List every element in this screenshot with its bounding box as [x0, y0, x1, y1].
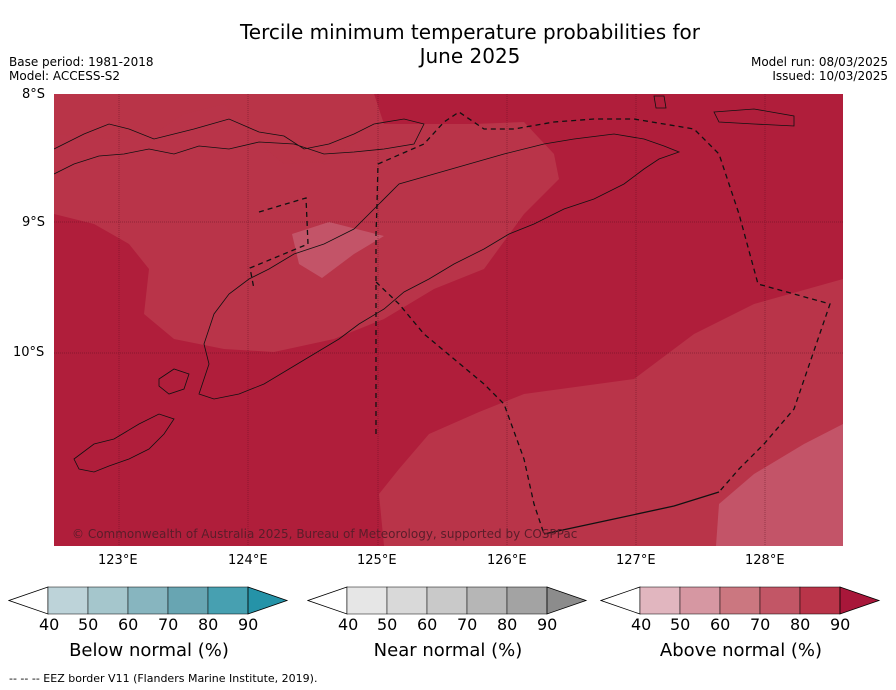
eez-footnote: -- -- -- EEZ border V11 (Flanders Marine… — [9, 672, 318, 685]
cb-near-tick-90: 90 — [537, 615, 558, 634]
cb-below-segment-4 — [167, 586, 209, 615]
coastline-rote — [158, 368, 190, 395]
cb-near-tick-60: 60 — [417, 615, 438, 634]
meta-left: Base period: 1981-2018 Model: ACCESS-S2 — [9, 55, 154, 83]
cb-near-segment-1 — [346, 586, 388, 615]
lon-label-125e: 125°E — [357, 553, 397, 568]
cb-below-segment-2 — [87, 586, 129, 615]
cb-near-extend-low — [307, 586, 348, 615]
meta-right: Model run: 08/03/2025 Issued: 10/03/2025 — [751, 55, 888, 83]
cb-below-tick-80: 80 — [198, 615, 219, 634]
cb-near-tick-50: 50 — [377, 615, 398, 634]
lon-label-123e: 123°E — [98, 553, 138, 568]
map-region-80-south — [379, 279, 843, 546]
cb-above-segment-4 — [759, 586, 801, 615]
cb-below-tick-50: 50 — [78, 615, 99, 634]
issued-date: Issued: 10/03/2025 — [772, 69, 888, 83]
cb-above-segment-2 — [679, 586, 721, 615]
eez-border — [249, 111, 831, 535]
cb-near-segment-5 — [506, 586, 548, 615]
base-period: Base period: 1981-2018 — [9, 55, 154, 69]
lon-label-128e: 128°E — [745, 553, 785, 568]
model-run: Model run: 08/03/2025 — [750, 55, 888, 69]
cb-below-label: Below normal (%) — [69, 640, 229, 661]
eez-border-solid — [543, 491, 720, 535]
cb-below-segment-5 — [207, 586, 249, 615]
coastlines — [54, 95, 795, 473]
coastline-kisar — [653, 95, 667, 109]
cb-below-extend-low — [8, 586, 49, 615]
cb-near-tick-70: 70 — [457, 615, 478, 634]
cb-above-extend-high — [839, 586, 881, 615]
cb-near-extend-high — [546, 586, 588, 615]
eez-border-north — [249, 197, 309, 290]
cb-above-tick-70: 70 — [750, 615, 771, 634]
coastline-flores-alor — [54, 118, 425, 175]
colorbar-near-normal — [307, 586, 588, 615]
lon-label-127e: 127°E — [616, 553, 656, 568]
cb-near-segment-4 — [466, 586, 508, 615]
cb-above-tick-50: 50 — [670, 615, 691, 634]
cb-below-tick-70: 70 — [158, 615, 179, 634]
title-line-1: Tercile minimum temperature probabilitie… — [239, 20, 701, 44]
cb-below-tick-40: 40 — [39, 615, 60, 634]
cb-above-segment-5 — [799, 586, 841, 615]
eez-border-oecusse — [375, 111, 831, 493]
cb-below-extend-high — [247, 586, 289, 615]
colorbar-below-segments — [8, 586, 289, 615]
cb-above-extend-low — [600, 586, 641, 615]
map-region-80-top — [54, 94, 379, 164]
colorbar-above-normal — [600, 586, 881, 615]
lon-label-124e: 124°E — [228, 553, 268, 568]
cb-above-label: Above normal (%) — [659, 640, 823, 661]
chart-title: Tercile minimum temperature probabilitie… — [0, 20, 896, 68]
model-name: Model: ACCESS-S2 — [9, 69, 121, 83]
cb-above-tick-80: 80 — [790, 615, 811, 634]
lat-label-10s: 10°S — [13, 345, 45, 360]
cb-near-tick-80: 80 — [497, 615, 518, 634]
cb-below-segment-3 — [127, 586, 169, 615]
colorbar-near-segments — [307, 586, 588, 615]
eez-border-south — [375, 281, 545, 535]
cb-above-tick-90: 90 — [830, 615, 851, 634]
cb-above-segment-1 — [639, 586, 681, 615]
map-gridlines — [54, 94, 843, 546]
cb-above-segment-3 — [719, 586, 761, 615]
lon-label-126e: 126°E — [487, 553, 527, 568]
lat-label-9s: 9°S — [22, 215, 46, 230]
map-region-70-center — [292, 222, 384, 278]
cb-above-tick-40: 40 — [631, 615, 652, 634]
lat-label-8s: 8°S — [22, 87, 46, 102]
map-region-70-southeast — [716, 424, 843, 546]
title-line-2: June 2025 — [419, 44, 521, 68]
cb-below-tick-60: 60 — [118, 615, 139, 634]
cb-near-tick-40: 40 — [338, 615, 359, 634]
cb-near-segment-2 — [386, 586, 428, 615]
cb-near-segment-3 — [426, 586, 468, 615]
coastline-sumba — [73, 413, 175, 473]
colorbar-above-segments — [600, 586, 881, 615]
coastline-wetar — [713, 108, 795, 127]
colorbar-below-normal — [8, 586, 289, 615]
probability-map: © Commonwealth of Australia 2025, Bureau… — [54, 94, 843, 546]
cb-above-tick-60: 60 — [710, 615, 731, 634]
coastline-timor — [198, 133, 681, 400]
cb-below-tick-90: 90 — [238, 615, 259, 634]
copyright-text: © Commonwealth of Australia 2025, Bureau… — [72, 527, 577, 541]
cb-near-label: Near normal (%) — [373, 640, 523, 661]
cb-below-segment-1 — [47, 586, 89, 615]
